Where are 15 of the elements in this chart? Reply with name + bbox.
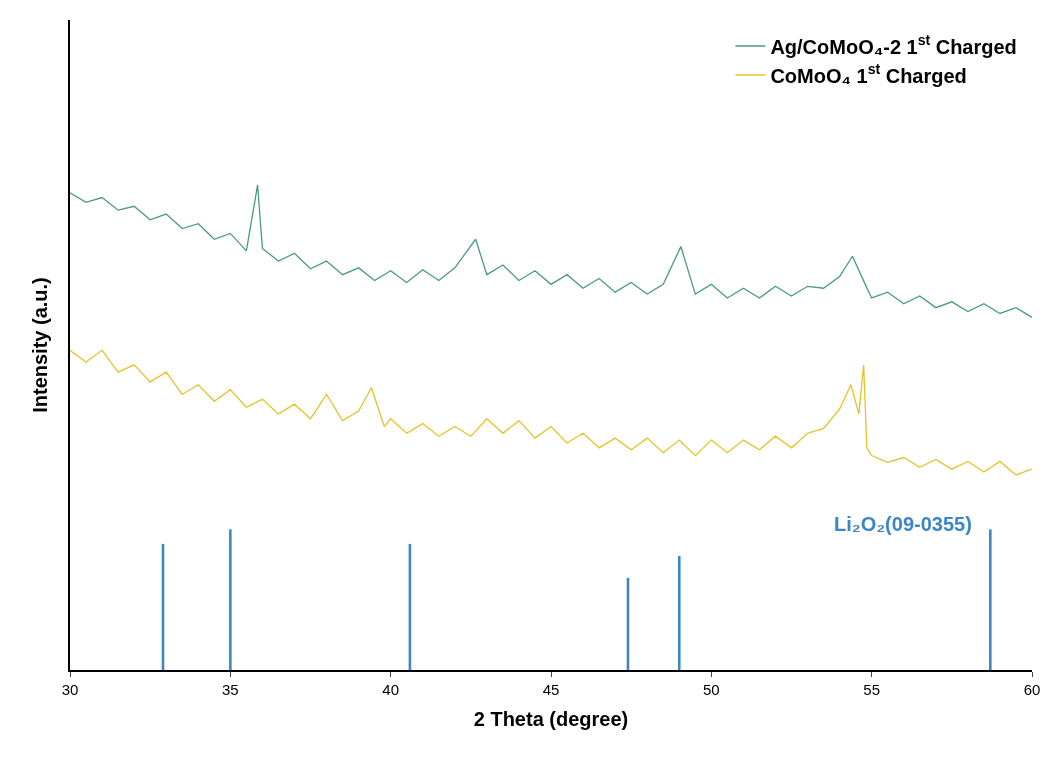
bar <box>229 529 232 670</box>
x-tick-label: 55 <box>863 680 881 698</box>
x-tick-label: 30 <box>61 680 79 698</box>
x-tick-label: 35 <box>221 680 239 698</box>
x-tick-label: 60 <box>1023 680 1041 698</box>
x-tick-label: 40 <box>382 680 400 698</box>
bar <box>989 529 992 670</box>
x-tick-label: 45 <box>542 680 560 698</box>
x-axis-title: 2 Theta (degree) <box>473 707 629 730</box>
y-axis-title: Intensity (a.u.) <box>29 277 52 413</box>
annotation: Li₂O₂(09-0355) <box>834 513 972 535</box>
legend-label: CoMoO₄ 1$^{st}$ Charged <box>770 61 967 87</box>
bar <box>677 556 681 670</box>
legend-label: Ag/CoMoO₄-2 1$^{st}$ Charged <box>770 32 1017 58</box>
x-tick-label: 50 <box>702 680 720 698</box>
